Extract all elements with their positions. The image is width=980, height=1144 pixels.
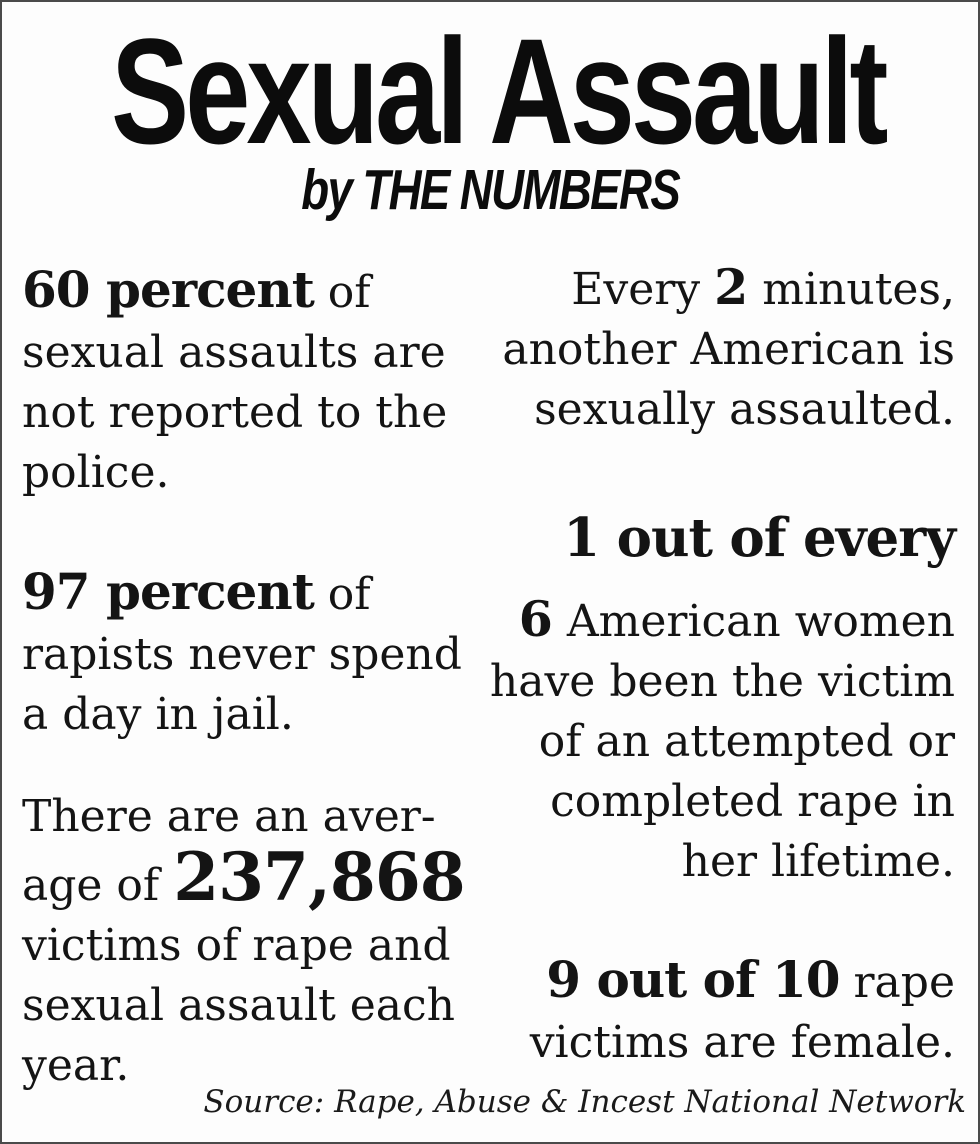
- page-title: Sexual Assault: [111, 7, 888, 175]
- header: Sexual Assault: [2, 16, 978, 166]
- stat-line: of an attempted or: [538, 716, 955, 767]
- stat-value: 2: [714, 258, 749, 316]
- stat-average-victims: There are an aver- age of 237,868 victim…: [22, 787, 472, 1096]
- stat-text: Every: [571, 264, 715, 315]
- stat-line: year.: [22, 1040, 130, 1091]
- stat-line: sexual assault each: [22, 980, 456, 1031]
- stat-line: victims of rape and: [22, 920, 451, 971]
- stat-value: 6: [518, 590, 553, 648]
- stat-line: completed rape in: [550, 776, 955, 827]
- stat-value: 97 percent: [22, 562, 315, 621]
- stat-line: another American is: [502, 324, 955, 375]
- stat-rapists-jail: 97 percent of rapists never spend a day …: [22, 562, 472, 745]
- stat-line: her lifetime.: [681, 836, 955, 887]
- stat-text: age of: [22, 860, 174, 911]
- stat-line: 9 out of 10 rape: [485, 950, 955, 1013]
- stat-unreported-percent: 60 percent of sexual assaults are not re…: [22, 260, 472, 503]
- stat-line: rapists never spend: [22, 629, 462, 680]
- stat-line: Every 2 minutes,: [485, 257, 955, 320]
- stat-text: American women: [552, 596, 955, 647]
- stat-line: 6 American women: [485, 589, 955, 652]
- stat-line: 60 percent of: [22, 260, 472, 323]
- stat-line: have been the victim: [489, 656, 955, 707]
- stat-line: sexually assaulted.: [534, 384, 955, 435]
- stat-value: 60 percent: [22, 260, 315, 319]
- stat-value: 9 out of 10: [546, 950, 840, 1009]
- stat-heading: 1 out of every: [563, 507, 956, 569]
- stat-line: There are an aver-: [22, 791, 436, 842]
- stat-line: age of 237,868: [22, 844, 472, 916]
- stat-one-in-six-women: 1 out of every 6 American women have bee…: [485, 507, 956, 892]
- stat-line: a day in jail.: [22, 689, 294, 740]
- source-credit: Source: Rape, Abuse & Incest National Ne…: [203, 1084, 966, 1120]
- page-subtitle: by THE NUMBERS: [301, 158, 681, 222]
- stat-text: of: [313, 267, 371, 318]
- subheader: by THE NUMBERS: [2, 160, 978, 234]
- stat-text: of: [313, 569, 371, 620]
- stat-line: sexual assaults are: [22, 327, 446, 378]
- stat-nine-of-ten-female: 9 out of 10 rape victims are female.: [485, 950, 955, 1073]
- stat-line: 97 percent of: [22, 562, 472, 625]
- stat-value: 237,868: [173, 838, 466, 916]
- stat-line: not reported to the: [22, 387, 448, 438]
- stat-text: minutes,: [748, 264, 955, 315]
- stat-every-two-minutes: Every 2 minutes, another American is sex…: [485, 257, 955, 440]
- stat-text: rape: [839, 957, 955, 1008]
- stat-line: police.: [22, 447, 170, 498]
- stat-line: victims are female.: [529, 1017, 955, 1068]
